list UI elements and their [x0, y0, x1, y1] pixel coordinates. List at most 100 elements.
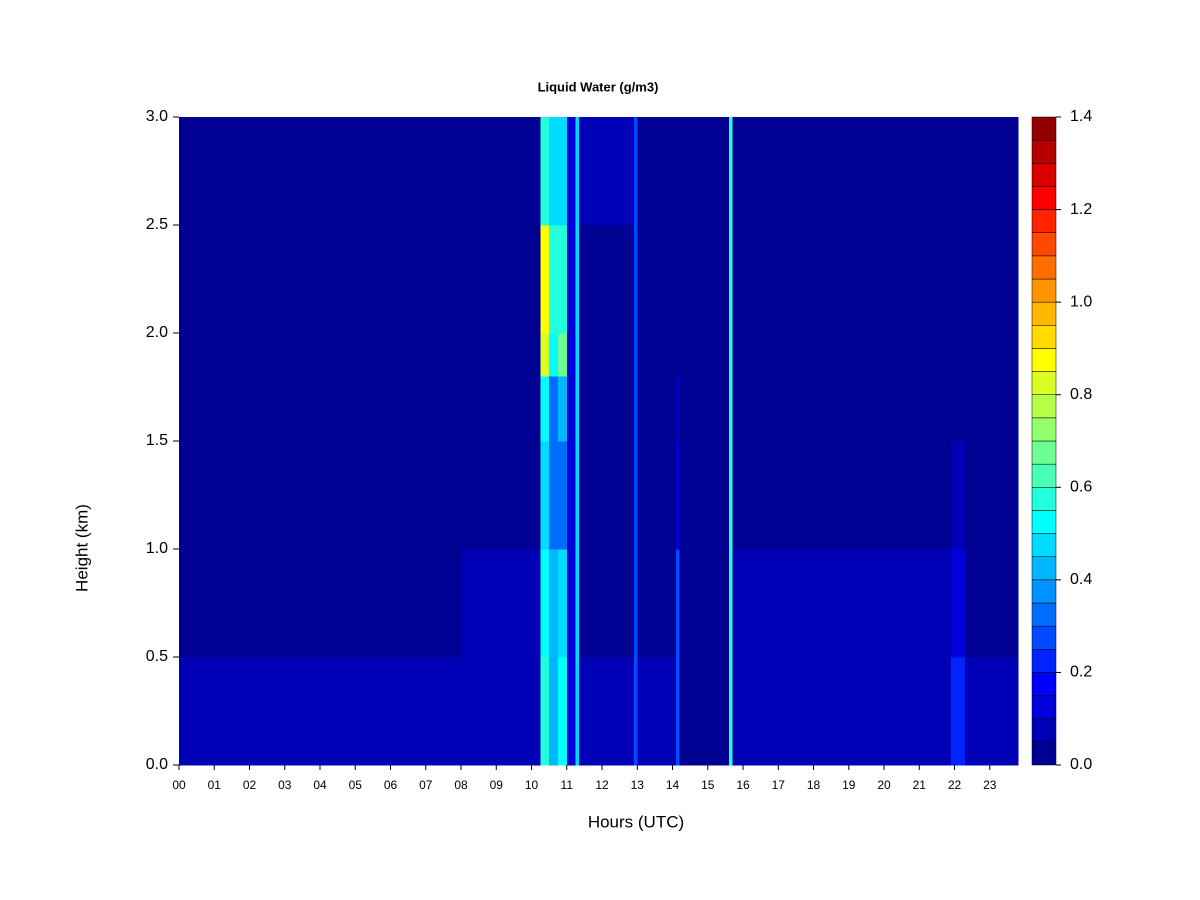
colorbar-box [1031, 139, 1057, 164]
colorbar-tick-label: 0.8 [1070, 386, 1092, 403]
x-tick-label: 06 [384, 778, 398, 792]
y-tick-label: 1.0 [146, 540, 168, 557]
y-tick-label: 1.5 [146, 432, 168, 449]
heatmap-cell [566, 441, 576, 550]
heatmap-cell [637, 333, 677, 377]
heatmap-cell [557, 376, 568, 442]
heatmap-cell [728, 117, 733, 226]
heatmap-cell [951, 549, 966, 658]
heatmap-cell [549, 225, 559, 334]
heatmap-cell [732, 117, 952, 226]
heatmap-cell [549, 549, 559, 658]
heatmap-cell [965, 117, 1019, 226]
colorbar-box [1031, 556, 1057, 581]
heatmap-cell [566, 333, 576, 377]
x-tick-label: 03 [278, 778, 292, 792]
x-tick-label: 13 [631, 778, 645, 792]
colorbar-box [1031, 741, 1057, 766]
x-tick-label: 00 [172, 778, 186, 792]
heatmap-cell [676, 549, 680, 658]
heatmap-cell [637, 657, 677, 766]
x-tick-label: 14 [666, 778, 680, 792]
heatmap-cell [461, 549, 541, 658]
heatmap-cell [633, 657, 638, 766]
y-tick-label: 2.5 [146, 216, 168, 233]
heatmap-cell [575, 441, 580, 550]
heatmap-cell [679, 549, 730, 658]
heatmap-cell [557, 117, 568, 226]
colorbar-tick-label: 0.0 [1070, 756, 1092, 773]
heatmap-cell [728, 657, 733, 766]
heatmap-cell [549, 376, 559, 442]
x-tick-label: 23 [983, 778, 997, 792]
heatmap-cell [179, 657, 462, 766]
heatmap-cell [540, 376, 550, 442]
colorbar-tick-label: 1.0 [1070, 293, 1092, 310]
heatmap-cell [461, 376, 541, 442]
heatmap-cell [633, 441, 638, 550]
y-tick-label: 2.0 [146, 324, 168, 341]
colorbar-box [1031, 695, 1057, 719]
heatmap-cell [965, 441, 1019, 550]
colorbar-box [1031, 163, 1057, 187]
x-tick-label: 09 [490, 778, 504, 792]
heatmap-cell [566, 376, 576, 442]
x-tick-label: 05 [349, 778, 363, 792]
heatmap-cell [965, 657, 1019, 766]
heatmap-cell [540, 441, 550, 550]
x-tick-label: 16 [736, 778, 750, 792]
colorbar-tick-label: 1.2 [1070, 201, 1092, 218]
heatmap-cell [461, 657, 541, 766]
colorbar-box [1031, 602, 1057, 627]
heatmap-cell [679, 225, 730, 334]
x-tick-label: 02 [243, 778, 257, 792]
heatmap-cell [575, 225, 580, 334]
colorbar-box [1031, 255, 1057, 280]
heatmap-cell [579, 117, 635, 226]
heatmap-cell [633, 549, 638, 658]
heatmap-cell [557, 225, 568, 334]
heatmap-cell [728, 441, 733, 550]
colorbar-box [1031, 209, 1057, 233]
colorbar-box [1031, 186, 1057, 210]
colorbar-box [1031, 301, 1057, 326]
heatmap-cell [540, 657, 550, 766]
colorbar-box [1031, 371, 1057, 395]
heatmap-cell [557, 549, 568, 658]
heatmap-cell [732, 441, 952, 550]
heatmap-cell [179, 441, 462, 550]
heatmap-cell [549, 333, 559, 377]
colorbar-box [1031, 510, 1057, 534]
heatmap-cell [549, 657, 559, 766]
heatmap-cell [633, 333, 638, 377]
colorbar-box [1031, 579, 1057, 604]
heatmap-cell [965, 333, 1019, 377]
x-tick-label: 01 [208, 778, 222, 792]
heatmap-cell [566, 657, 576, 766]
heatmap-cell [637, 225, 677, 334]
heatmap-cell [633, 117, 638, 226]
heatmap-cell [951, 225, 966, 334]
colorbar-box [1031, 440, 1057, 465]
heatmap-cell [540, 333, 550, 377]
x-tick-label: 21 [913, 778, 927, 792]
colorbar-box [1031, 649, 1057, 673]
heatmap-cell [579, 333, 635, 377]
heatmap-cell [575, 333, 580, 377]
colorbar-box [1031, 463, 1057, 488]
colorbar-box [1031, 325, 1057, 349]
chart-title: Liquid Water (g/m3) [538, 79, 659, 94]
heatmap-cell [557, 441, 568, 550]
heatmap-cell [179, 549, 462, 658]
heatmap-cell [951, 657, 966, 766]
colorbar-tick-label: 1.4 [1070, 108, 1092, 125]
heatmap-cell [951, 441, 966, 550]
heatmap-cell [461, 441, 541, 550]
colorbar-box [1031, 116, 1057, 141]
heatmap-cell [965, 549, 1019, 658]
heatmap-cell [679, 117, 730, 226]
y-axis-label: Height (km) [72, 504, 91, 592]
heatmap-cell [579, 441, 635, 550]
heatmap-cell [179, 333, 462, 377]
colorbar-box [1031, 718, 1057, 743]
